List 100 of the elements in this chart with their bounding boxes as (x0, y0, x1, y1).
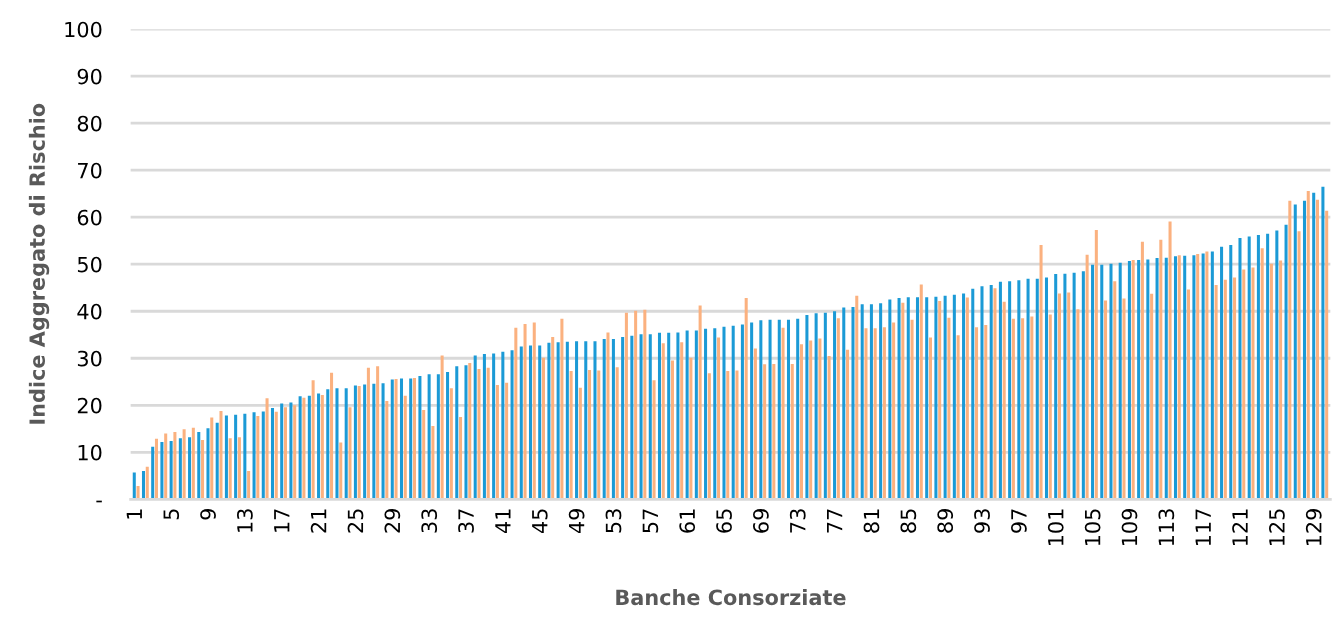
bar (363, 384, 367, 500)
x-tick-label: 129 (1305, 509, 1322, 546)
bar (1113, 281, 1117, 500)
bar (938, 300, 942, 500)
x-tick-label: 61 (679, 509, 696, 533)
y-axis-title: Indice Aggregato di Rischio (28, 103, 50, 424)
bar (307, 395, 311, 500)
bar (962, 293, 966, 500)
bar (477, 369, 481, 500)
bar (247, 471, 251, 500)
bar (173, 432, 177, 500)
bar (670, 360, 674, 500)
bar (283, 407, 287, 500)
bar (418, 376, 422, 500)
bar (777, 319, 781, 500)
bar (160, 441, 164, 500)
bar (1076, 309, 1080, 500)
x-tick-label: 9 (200, 509, 216, 520)
bar (436, 374, 440, 500)
bar (989, 284, 993, 500)
bar (1205, 251, 1209, 500)
bar (919, 284, 923, 500)
x-tick-label: 45 (532, 509, 548, 534)
bar (704, 328, 708, 500)
bar (1201, 253, 1205, 500)
bar (639, 334, 643, 500)
bar (394, 378, 398, 500)
bar (473, 355, 477, 500)
bar (528, 345, 533, 500)
bar (1247, 236, 1251, 500)
bar (348, 407, 352, 500)
bar (593, 341, 597, 500)
bar (597, 370, 601, 500)
bar (357, 385, 361, 500)
bar (1279, 260, 1283, 500)
bar (510, 350, 514, 500)
bar (326, 389, 330, 500)
bar (685, 330, 689, 500)
bar (624, 312, 628, 500)
x-tick-label: 85 (900, 509, 917, 533)
bar (1192, 255, 1196, 500)
bar (1011, 318, 1015, 500)
bar (523, 323, 527, 500)
bar (427, 374, 431, 500)
bar (1030, 316, 1034, 500)
y-tick-label: - (96, 500, 102, 503)
bar (243, 413, 247, 500)
bar (486, 367, 490, 500)
bar (1035, 278, 1039, 500)
bar (1183, 255, 1187, 500)
bar (274, 411, 278, 500)
x-tick-label: 41 (495, 509, 511, 534)
bar (372, 383, 376, 500)
bar (1063, 273, 1067, 500)
bar (1256, 235, 1260, 500)
bar (541, 357, 545, 500)
bar (224, 415, 228, 500)
x-tick-label: 65 (716, 509, 732, 533)
bar (676, 332, 680, 500)
bar (1067, 292, 1071, 500)
bar (256, 416, 260, 500)
bar (197, 432, 201, 500)
bar (851, 307, 855, 500)
bar (965, 297, 969, 500)
bar (1026, 278, 1030, 500)
x-tick-label: 13 (237, 509, 253, 532)
x-tick-label: 21 (310, 509, 327, 533)
bar (1214, 284, 1218, 500)
bar (790, 363, 794, 500)
bar (1229, 244, 1233, 500)
bar (381, 383, 385, 500)
bar (1072, 272, 1076, 500)
y-tick-label: 30 (77, 350, 102, 367)
bar (164, 433, 168, 500)
bar (335, 388, 339, 500)
bar (781, 327, 785, 500)
bar (422, 409, 426, 500)
x-tick-label: 33 (421, 509, 438, 533)
bar (289, 402, 293, 500)
bar (634, 310, 638, 500)
bar (191, 427, 195, 500)
bar (551, 337, 555, 500)
bar (1293, 204, 1297, 500)
bar (201, 440, 205, 500)
y-tick-label: 90 (77, 68, 102, 85)
bar (1104, 300, 1108, 500)
bar (1081, 271, 1085, 500)
bar (237, 437, 241, 500)
bar (215, 422, 219, 500)
bar (707, 373, 711, 500)
bar (482, 354, 486, 500)
bar (1173, 256, 1178, 500)
bar (759, 320, 763, 500)
bar (366, 367, 370, 500)
bar (763, 364, 767, 500)
bar (833, 311, 837, 500)
bar (154, 438, 158, 500)
bar (1017, 280, 1021, 500)
bar (1302, 200, 1307, 500)
bar (901, 302, 905, 500)
